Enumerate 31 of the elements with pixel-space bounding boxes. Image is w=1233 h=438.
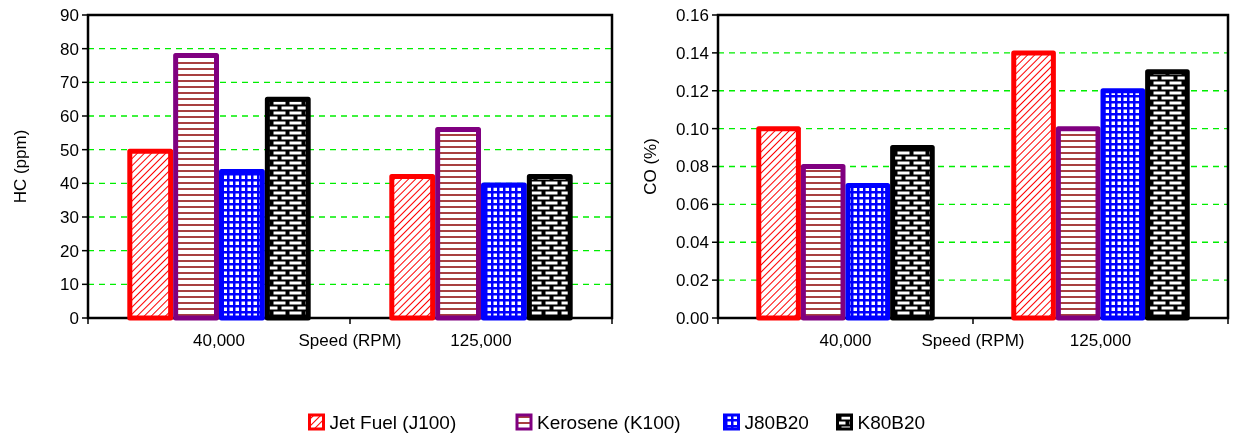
y-tick-label: 0.02 [675,271,709,291]
y-tick-label: 80 [60,39,79,59]
y-tick-label: 70 [60,73,79,93]
y-tick-label: 0.10 [675,119,709,139]
y-tick-label: 0.06 [675,195,709,215]
x-axis-title: Speed (RPM) [921,331,1025,350]
y-tick-label: 0.14 [675,43,709,63]
y-tick-label: 50 [60,140,79,160]
x-tick-label: 125,000 [450,331,512,350]
y-tick-label: 20 [60,241,79,261]
y-tick-label: 0 [69,308,79,328]
x-tick-label: 40,000 [819,331,872,350]
y-tick-label: 10 [60,275,79,295]
legend-label: J80B20 [744,411,809,433]
y-tick-label: 30 [60,207,79,227]
y-tick-label: 0.04 [675,233,709,253]
y-tick-label: 90 [60,5,79,25]
x-tick-label: 40,000 [193,331,245,350]
y-tick-label: 0.12 [675,81,709,101]
y-tick-label: 40 [60,174,79,194]
y-tick-label: 60 [60,106,79,126]
legend-label: Kerosene (K100) [537,411,681,433]
y-tick-label: 0.08 [675,157,709,177]
x-axis-title: Speed (RPM) [298,331,402,350]
y-axis-title: CO (%) [641,138,660,195]
y-tick-label: 0.16 [675,5,709,25]
x-tick-label: 125,000 [1069,331,1132,350]
legend-label: K80B20 [857,411,926,433]
y-tick-label: 0.00 [675,308,709,328]
y-axis-title: HC (ppm) [11,129,30,204]
legend-label: Jet Fuel (J100) [329,411,457,433]
